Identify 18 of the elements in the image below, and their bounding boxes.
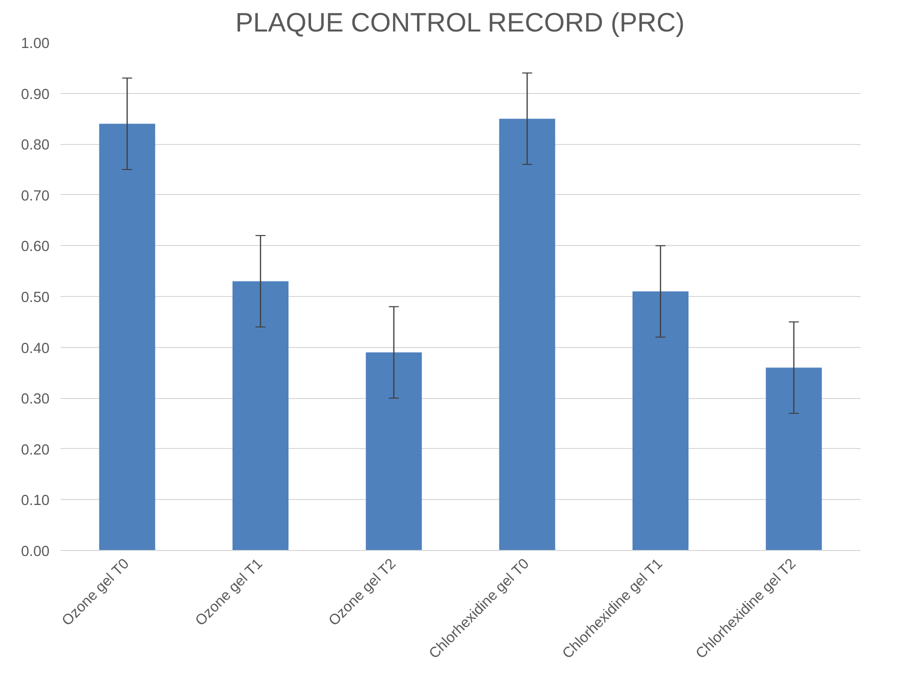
y-tick-label: 0.80 — [20, 138, 50, 154]
y-tick-label: 0.70 — [20, 188, 50, 204]
bar — [766, 368, 822, 550]
chart-title: PLAQUE CONTROL RECORD (PRC) — [235, 8, 685, 38]
bar — [99, 124, 156, 550]
bar — [499, 118, 556, 550]
bar — [232, 281, 288, 550]
y-tick-label: 0.20 — [20, 442, 50, 458]
y-tick-label: 0.00 — [20, 544, 50, 560]
y-tick-label: 0.90 — [20, 86, 50, 103]
y-tick-label: 0.60 — [20, 239, 50, 256]
y-tick-label: 0.10 — [20, 493, 50, 510]
y-tick-label: 0.30 — [20, 392, 50, 408]
bar — [366, 352, 422, 550]
y-tick-label: 1.00 — [20, 36, 50, 52]
bar — [632, 291, 688, 550]
y-tick-label: 0.40 — [20, 340, 50, 357]
y-tick-label: 0.50 — [20, 290, 50, 306]
